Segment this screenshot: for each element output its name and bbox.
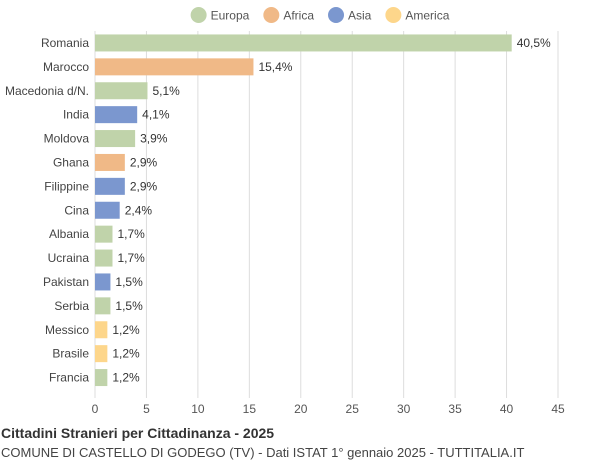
x-tick-label: 40 [500,402,514,416]
bar-cina [95,201,120,219]
data-label: 2,9% [130,155,158,169]
data-label: 3,9% [140,132,168,146]
category-label: Pakistan [43,275,89,289]
x-tick-label: 45 [551,402,565,416]
category-label: Filippine [44,179,89,193]
bar-india [95,106,138,124]
bar-filippine [95,177,125,195]
category-label: Serbia [54,299,89,313]
data-label: 15,4% [258,60,292,74]
data-label: 1,5% [115,275,143,289]
chart-subtitle: COMUNE DI CASTELLO DI GODEGO (TV) - Dati… [1,445,525,460]
category-label: Ghana [53,155,89,169]
legend-label: America [405,9,449,23]
category-label: India [63,108,89,122]
x-tick-label: 5 [143,402,150,416]
category-label: Cina [64,203,89,217]
x-tick-label: 0 [92,402,99,416]
data-label: 4,1% [142,108,170,122]
x-tick-label: 35 [448,402,462,416]
x-tick-label: 15 [243,402,257,416]
x-tick-label: 20 [294,402,308,416]
data-label: 5,1% [152,84,180,98]
bar-ghana [95,153,125,171]
x-tick-label: 10 [191,402,205,416]
category-label: Marocco [43,60,89,74]
category-label: Macedonia d/N. [5,84,89,98]
data-label: 1,7% [117,227,145,241]
category-label: Romania [41,36,89,50]
bar-romania [95,34,512,52]
data-label: 1,2% [112,323,140,337]
data-label: 40,5% [517,36,551,50]
category-label: Ucraina [48,251,90,265]
bar-francia [95,369,108,387]
legend-swatch-europa [190,7,207,23]
bar-pakistan [95,273,111,291]
category-label: Brasile [52,347,89,361]
x-tick-label: 25 [346,402,360,416]
x-tick-label: 30 [397,402,411,416]
legend-swatch-africa [263,7,280,23]
legend-label: Africa [283,9,314,23]
bar-moldova [95,130,136,148]
bar-macedonia-d-n- [95,82,148,100]
legend-swatch-asia [328,7,345,23]
bar-marocco [95,58,254,76]
bar-serbia [95,297,111,315]
bar-albania [95,225,113,243]
data-label: 1,2% [112,347,140,361]
legend-label: Europa [211,9,250,23]
category-label: Messico [45,323,89,337]
bar-messico [95,321,108,339]
data-label: 2,9% [130,179,158,193]
data-label: 1,7% [117,251,145,265]
legend-swatch-america [385,7,402,23]
bar-ucraina [95,249,113,267]
category-label: Albania [49,227,89,241]
legend-label: Asia [348,9,372,23]
chart-title: Cittadini Stranieri per Cittadinanza - 2… [1,425,275,441]
category-label: Francia [49,371,89,385]
bar-chart: 0 5 10 15 20 25 30 35 40 45 Romania 40,5% Marocco 15,… [5,7,565,416]
data-label: 1,5% [115,299,143,313]
category-label: Moldova [44,132,90,146]
bar-brasile [95,345,108,363]
data-label: 2,4% [125,203,153,217]
data-label: 1,2% [112,371,140,385]
